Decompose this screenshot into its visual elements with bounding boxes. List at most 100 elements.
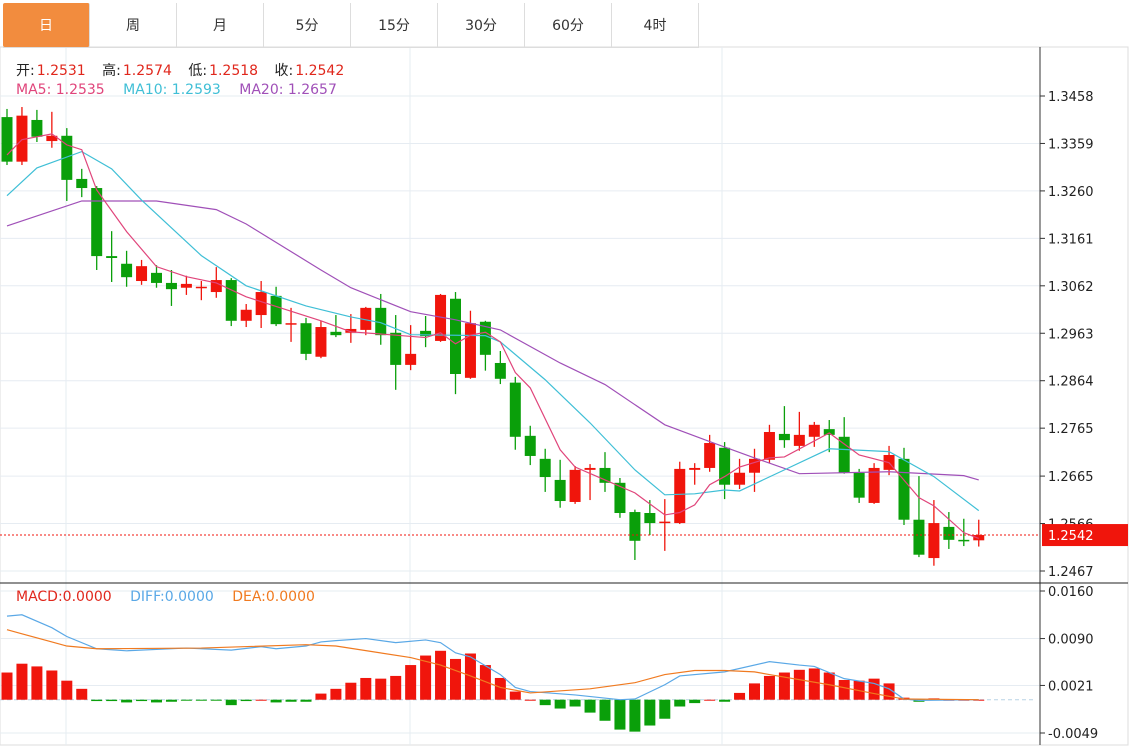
ma20-line <box>6 200 979 481</box>
macd-bar <box>420 655 432 700</box>
ma10-line <box>6 150 980 512</box>
macd-bar <box>270 699 282 703</box>
candle-body <box>749 458 760 473</box>
macd-bar <box>46 670 58 700</box>
candle-body <box>16 115 28 162</box>
candle-body <box>46 135 58 142</box>
candle-body <box>106 256 118 259</box>
macd-bar <box>554 699 566 709</box>
macd-bar <box>435 650 447 700</box>
macd-bar <box>165 699 177 702</box>
candle-body <box>823 429 835 435</box>
macd-value: MACD:0.0000 <box>16 589 112 605</box>
macd-header: MACD:0.0000 DIFF:0.0000 DEA:0.0000 <box>16 589 317 605</box>
macd-histogram <box>1 650 985 732</box>
candle-body <box>31 119 43 137</box>
high-value: 1.2574 <box>122 63 172 79</box>
macd-bar <box>823 672 835 700</box>
dea-value: DEA:0.0000 <box>232 589 315 605</box>
candle-body <box>405 353 417 365</box>
ma5-line <box>6 133 979 539</box>
macd-bar <box>479 665 491 700</box>
price-tick-label: 1.2665 <box>1048 470 1094 485</box>
macd-bar <box>868 678 880 700</box>
macd-bar <box>61 680 73 700</box>
price-tick-label: 1.2963 <box>1048 327 1094 342</box>
candle-body <box>91 188 103 257</box>
candle-body <box>494 362 506 379</box>
candle-body <box>868 467 880 503</box>
macd-bar <box>151 699 162 703</box>
candle-body <box>763 431 775 460</box>
candle-body <box>689 467 701 470</box>
macd-bar <box>569 699 581 707</box>
macd-tick-label: 0.0160 <box>1048 585 1094 600</box>
macd-bar <box>390 675 402 700</box>
macd-bar <box>644 699 656 726</box>
candle-body <box>180 283 192 288</box>
candle-body <box>464 323 476 378</box>
tab-4hour[interactable]: 4时 <box>612 3 699 47</box>
macd-bar <box>674 699 686 707</box>
candle-body <box>524 435 536 456</box>
candle-body <box>390 332 402 365</box>
tab-5min[interactable]: 5分 <box>264 3 351 47</box>
candle-body <box>76 178 88 189</box>
diff-value: DIFF:0.0000 <box>130 589 214 605</box>
candle-body <box>599 467 611 483</box>
low-value: 1.2518 <box>209 63 259 79</box>
candle-body <box>539 458 551 478</box>
candle-body <box>853 472 865 498</box>
macd-bar <box>450 658 461 700</box>
candle-body <box>270 295 282 325</box>
tab-day[interactable]: 日 <box>3 3 90 47</box>
macd-bar <box>793 669 805 700</box>
tab-week[interactable]: 周 <box>90 3 177 47</box>
candle-body <box>450 298 461 375</box>
ohlc-header: 开: 1.2531 高: 1.2574 低: 1.2518 收: 1.2542 <box>16 60 346 80</box>
macd-bar <box>778 672 790 700</box>
candle-body <box>255 292 267 316</box>
candle-body <box>629 512 641 541</box>
ma-header: MA5: 1.2535 MA10: 1.2593 MA20: 1.2657 <box>16 82 339 98</box>
candle-body <box>136 266 148 282</box>
tab-60min[interactable]: 60分 <box>525 3 612 47</box>
macd-tick-label: 0.0090 <box>1048 633 1094 648</box>
axes: 1.3458 1.3359 1.3260 1.3161 1.3062 1.2963 1.28… <box>0 47 1128 745</box>
macd-bar <box>210 699 222 701</box>
candle-body <box>569 469 581 502</box>
tab-month[interactable]: 月 <box>177 3 264 47</box>
candle-body <box>913 519 925 555</box>
candle-body <box>121 263 133 278</box>
candle-body <box>360 307 372 330</box>
candle-body <box>614 482 626 514</box>
macd-bar <box>136 699 148 702</box>
candle-body <box>808 424 820 437</box>
tab-15min[interactable]: 15分 <box>351 3 438 47</box>
candle-body <box>210 280 222 293</box>
price-tick-label: 1.3359 <box>1048 137 1094 152</box>
grid <box>0 46 1129 746</box>
candle-body <box>375 307 387 336</box>
macd-bar <box>763 675 775 700</box>
open-value: 1.2531 <box>36 63 86 79</box>
candle-body <box>479 321 491 355</box>
candle-body <box>61 135 73 180</box>
last-price-label: 1.2542 <box>1048 529 1094 544</box>
tab-30min[interactable]: 30分 <box>438 3 525 47</box>
candle-body <box>898 458 910 520</box>
price-tick-label: 1.3062 <box>1048 280 1094 295</box>
candle-body <box>300 323 312 354</box>
macd-bar <box>255 699 267 701</box>
candle-body <box>195 286 207 289</box>
macd-bar <box>689 699 701 704</box>
candle-body <box>659 521 671 524</box>
candle-body <box>584 467 596 470</box>
macd-bar <box>91 699 103 702</box>
candle-body <box>838 436 850 473</box>
macd-bar <box>195 699 207 701</box>
candle-body <box>165 282 177 290</box>
close-label: 收: <box>274 63 294 79</box>
macd-bar <box>883 683 895 700</box>
